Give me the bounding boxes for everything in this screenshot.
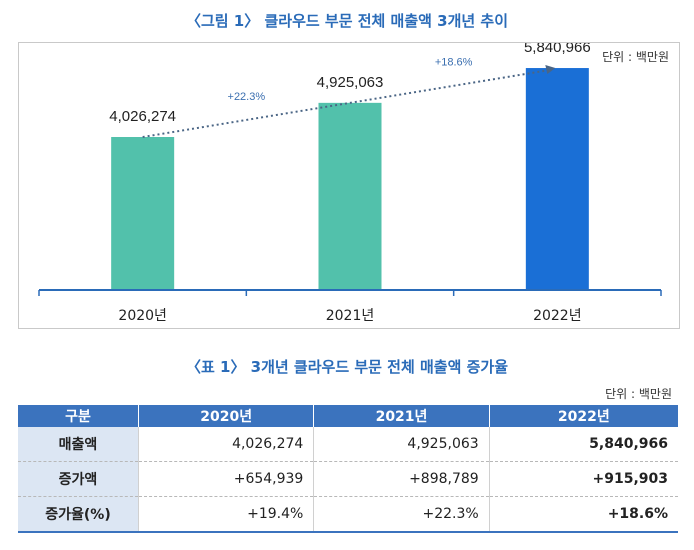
table-cell: 4,026,274 xyxy=(137,427,314,462)
x-tick-label: 2020년 xyxy=(118,308,167,324)
table-row: 매출액 4,026,274 4,925,063 5,840,966 xyxy=(18,427,678,462)
bar-0 xyxy=(111,137,175,290)
table-unit-label: 단위 : 백만원 xyxy=(605,387,672,401)
row-label: 증가율(%) xyxy=(18,496,139,533)
bar-1 xyxy=(318,102,382,290)
x-tick-label: 2021년 xyxy=(326,308,375,324)
x-tick-label: 2022년 xyxy=(533,308,582,324)
table-cell: +22.3% xyxy=(313,496,490,533)
table-cell: +18.6% xyxy=(488,496,678,533)
bar-value-label: 4,925,063 xyxy=(317,74,384,91)
trend-line xyxy=(142,69,550,138)
table-cell: +898,789 xyxy=(313,461,490,497)
figure-title: 〈그림 1〉 클라우드 부문 전체 매출액 3개년 추이 xyxy=(185,12,509,30)
table-cell: +915,903 xyxy=(488,461,678,497)
table-row: 증가율(%) +19.4% +22.3% +18.6% xyxy=(18,496,678,533)
chart-container: 단위 : 백만원 4,026,274 2020년 4,925,063 2021년 5,8… xyxy=(18,42,680,329)
table-title: 〈표 1〉 3개년 클라우드 부문 전체 매출액 증가율 xyxy=(185,358,509,376)
header-2022: 2022년 xyxy=(488,405,678,427)
header-2020: 2020년 xyxy=(137,405,314,427)
table-row: 증가액 +654,939 +898,789 +915,903 xyxy=(18,461,678,497)
table-cell: 4,925,063 xyxy=(313,427,490,462)
header-category: 구분 xyxy=(18,405,139,427)
growth-label: +18.6% xyxy=(435,56,473,68)
table-cell: +19.4% xyxy=(137,496,314,533)
bar-chart: 4,026,274 2020년 4,925,063 2021년 5,840,966 202… xyxy=(38,43,662,324)
row-label: 매출액 xyxy=(18,427,139,462)
header-2021: 2021년 xyxy=(313,405,490,427)
bar-value-label: 5,840,966 xyxy=(524,43,591,56)
bar-2 xyxy=(525,68,589,290)
trend-arrowhead xyxy=(545,65,556,75)
growth-label: +22.3% xyxy=(228,91,266,103)
table-cell: 5,840,966 xyxy=(488,427,678,462)
table-cell: +654,939 xyxy=(137,461,314,497)
row-label: 증가액 xyxy=(18,461,139,497)
revenue-table: 구분 2020년 2021년 2022년 매출액 4,026,274 4,925… xyxy=(18,405,678,533)
bar-value-label: 4,026,274 xyxy=(109,108,176,125)
table-header-row: 구분 2020년 2021년 2022년 xyxy=(18,405,678,427)
chart-unit-label: 단위 : 백만원 xyxy=(602,50,669,64)
